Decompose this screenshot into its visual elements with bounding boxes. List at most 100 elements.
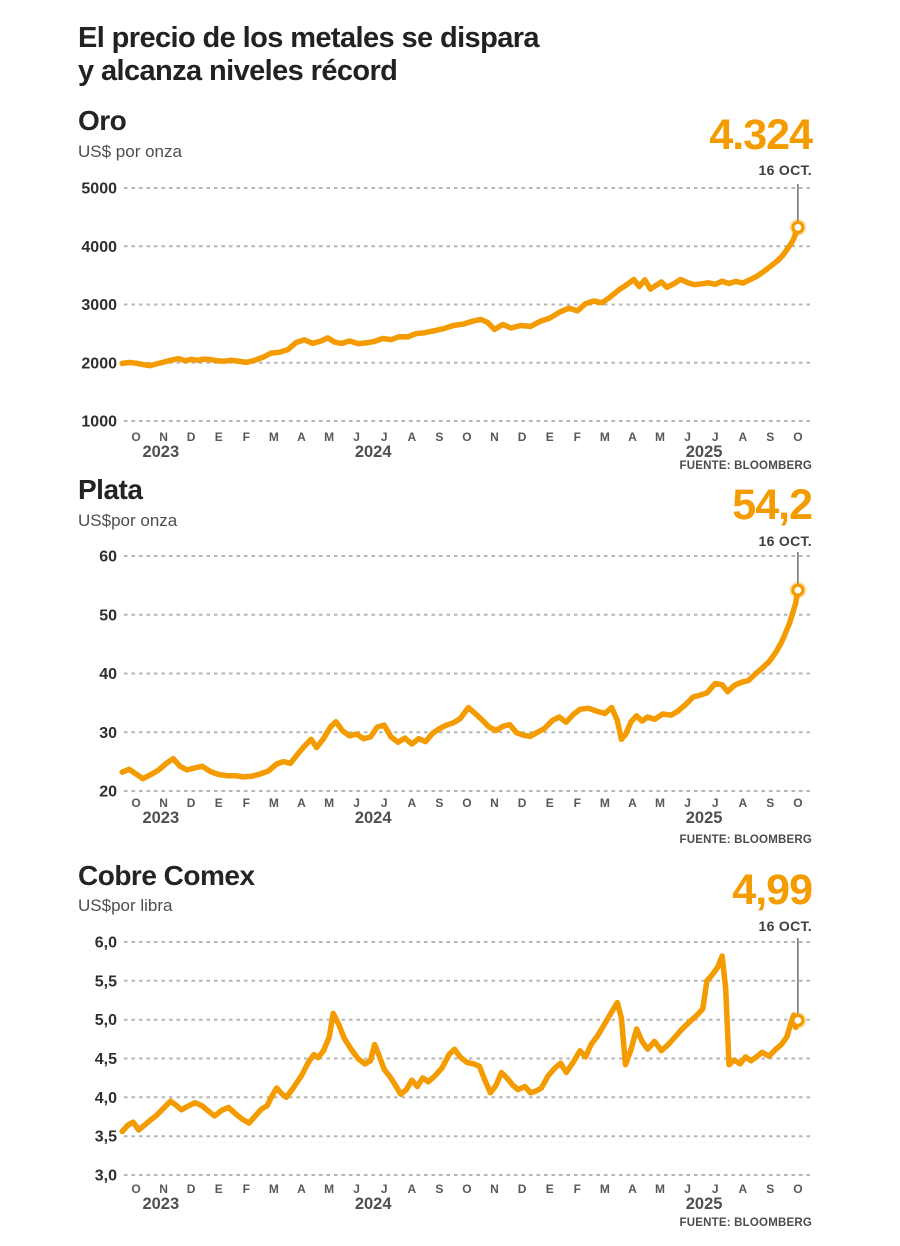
month-label: N xyxy=(490,1182,499,1196)
y-tick-label: 4,5 xyxy=(95,1051,117,1068)
month-label: A xyxy=(738,796,747,810)
chart-plot-cobre: 6,0 5,5 5,0 4,5 4,0 3,5 3,0 O N D E F M A M J J A S O N D E F M A… xyxy=(95,935,812,1213)
y-tick-label: 3000 xyxy=(81,297,117,314)
chart-subtitle-cobre: US$por libra xyxy=(78,896,173,915)
month-label: A xyxy=(738,1182,747,1196)
y-tick-label: 50 xyxy=(99,607,117,624)
price-line xyxy=(119,953,801,1135)
month-label: A xyxy=(407,430,416,444)
month-label: O xyxy=(462,430,471,444)
month-label: N xyxy=(490,430,499,444)
month-label: E xyxy=(546,430,554,444)
month-label: J xyxy=(353,430,360,444)
latest-date-oro: 16 OCT. xyxy=(758,162,812,178)
month-label: E xyxy=(215,796,223,810)
month-label: S xyxy=(766,1182,774,1196)
endpoint-marker xyxy=(791,1013,805,1028)
chart-title-plata: Plata xyxy=(78,474,143,505)
month-label: D xyxy=(518,1182,527,1196)
year-label: 2024 xyxy=(355,809,393,827)
latest-value-oro: 4.324 xyxy=(709,111,813,159)
month-label: F xyxy=(574,430,581,444)
y-tick-label: 20 xyxy=(99,784,117,801)
month-label: F xyxy=(243,796,250,810)
y-tick-label: 6,0 xyxy=(95,935,117,952)
month-label: S xyxy=(766,430,774,444)
month-label: J xyxy=(712,796,719,810)
month-label: E xyxy=(546,1182,554,1196)
month-label: S xyxy=(435,796,443,810)
y-tick-label: 5,0 xyxy=(95,1012,117,1029)
source-plata: FUENTE: BLOOMBERG xyxy=(679,834,812,846)
month-label: E xyxy=(546,796,554,810)
month-label: O xyxy=(793,430,802,444)
month-label: F xyxy=(243,1182,250,1196)
chart-title-oro: Oro xyxy=(78,105,127,136)
y-tick-label: 3,5 xyxy=(95,1129,117,1146)
month-label: M xyxy=(600,796,610,810)
month-label: A xyxy=(297,1182,306,1196)
month-label: A xyxy=(628,1182,637,1196)
month-label: D xyxy=(187,430,196,444)
month-label: M xyxy=(324,796,334,810)
month-label: A xyxy=(628,796,637,810)
chart-plot-oro: 5000 4000 3000 2000 1000 O N D E F M A M J J A S O N D E F M A M… xyxy=(81,181,812,461)
source-cobre: FUENTE: BLOOMBERG xyxy=(679,1217,812,1229)
month-label: M xyxy=(600,430,610,444)
endpoint-marker xyxy=(791,220,805,234)
month-label: E xyxy=(215,430,223,444)
month-label: D xyxy=(187,1182,196,1196)
month-label: M xyxy=(655,796,665,810)
month-label: D xyxy=(518,430,527,444)
month-label: F xyxy=(574,1182,581,1196)
y-tick-label: 60 xyxy=(99,549,117,566)
month-label: J xyxy=(353,1182,360,1196)
month-label: O xyxy=(793,796,802,810)
y-tick-label: 4,0 xyxy=(95,1090,117,1107)
month-label: D xyxy=(518,796,527,810)
source-oro: FUENTE: BLOOMBERG xyxy=(679,460,812,472)
month-label: M xyxy=(269,1182,279,1196)
month-label: M xyxy=(269,430,279,444)
month-label: O xyxy=(462,1182,471,1196)
month-label: M xyxy=(655,430,665,444)
month-label: M xyxy=(600,1182,610,1196)
month-label: E xyxy=(215,1182,223,1196)
latest-date-cobre: 16 OCT. xyxy=(758,918,812,934)
month-label: J xyxy=(684,430,691,444)
headline-line-2: y alcanza niveles récord xyxy=(78,55,398,87)
month-label: F xyxy=(243,430,250,444)
month-label: S xyxy=(766,796,774,810)
year-label: 2023 xyxy=(142,809,179,827)
headline-line-1: El precio de los metales se dispara xyxy=(78,22,540,54)
month-label: M xyxy=(655,1182,665,1196)
month-label: M xyxy=(324,430,334,444)
month-label: A xyxy=(407,1182,416,1196)
y-tick-label: 1000 xyxy=(81,414,117,431)
chart-subtitle-oro: US$ por onza xyxy=(78,142,182,161)
year-label: 2023 xyxy=(142,1195,179,1213)
month-label: J xyxy=(684,796,691,810)
month-label: O xyxy=(462,796,471,810)
month-label: N xyxy=(159,1182,168,1196)
y-tick-label: 5,5 xyxy=(95,973,117,990)
month-label: J xyxy=(381,430,388,444)
y-tick-label: 2000 xyxy=(81,355,117,372)
month-label: S xyxy=(435,430,443,444)
year-label: 2023 xyxy=(142,443,179,461)
price-line xyxy=(119,224,801,369)
month-label: N xyxy=(159,430,168,444)
chart-subtitle-plata: US$por onza xyxy=(78,511,178,530)
month-label: M xyxy=(324,1182,334,1196)
month-label: J xyxy=(684,1182,691,1196)
latest-value-cobre: 4,99 xyxy=(732,866,813,914)
month-label: A xyxy=(297,796,306,810)
year-label: 2024 xyxy=(355,1195,393,1213)
y-tick-label: 30 xyxy=(99,725,117,742)
month-label: A xyxy=(297,430,306,444)
y-tick-label: 40 xyxy=(99,666,117,683)
month-label: N xyxy=(490,796,499,810)
month-label: N xyxy=(159,796,168,810)
